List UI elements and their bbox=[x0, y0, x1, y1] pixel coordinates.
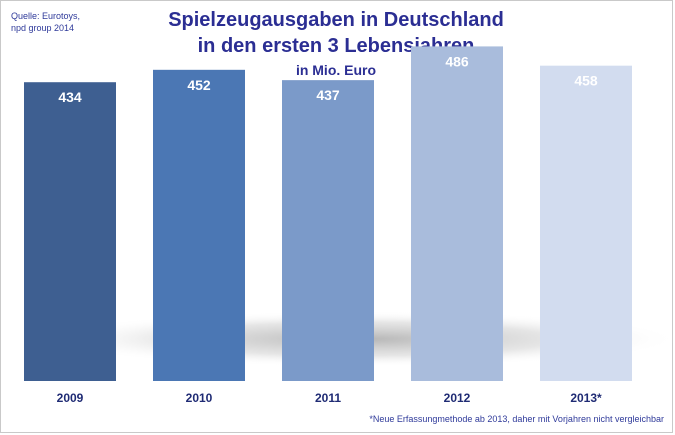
source-line-1: Quelle: Eurotoys, bbox=[11, 11, 81, 21]
bar-2011 bbox=[282, 80, 374, 382]
x-tick-label: 2010 bbox=[186, 391, 213, 405]
data-label: 458 bbox=[574, 73, 598, 89]
bar-2010 bbox=[153, 69, 245, 382]
chart-title: Spielzeugausgaben in Deutschland bbox=[168, 9, 504, 31]
data-label: 486 bbox=[445, 53, 469, 69]
source-note: Quelle: Eurotoys, npd group 2014 bbox=[11, 10, 121, 34]
bar-2009 bbox=[24, 82, 116, 381]
bar-2012 bbox=[411, 46, 503, 382]
x-tick-label: 2012 bbox=[444, 391, 471, 405]
data-label: 437 bbox=[316, 87, 340, 103]
data-label: 434 bbox=[58, 89, 82, 105]
x-tick-label: 2013* bbox=[570, 391, 602, 405]
bar-2013 bbox=[540, 65, 632, 381]
x-tick-label: 2009 bbox=[57, 391, 84, 405]
data-label: 452 bbox=[187, 77, 211, 93]
bars-group: 434 2009 452 2010 437 2011 486 2012 458 2013* bbox=[24, 46, 632, 405]
chart-titles: Spielzeugausgaben in Deutschland in den … bbox=[121, 7, 551, 81]
chart-unit: in Mio. Euro bbox=[295, 62, 377, 78]
chart-subtitle: in den ersten 3 Lebensjahren bbox=[197, 35, 475, 57]
x-tick-label: 2011 bbox=[315, 391, 341, 405]
source-line-2: npd group 2014 bbox=[11, 23, 75, 33]
footnote: *Neue Erfassungmethode ab 2013, daher mi… bbox=[369, 414, 664, 424]
